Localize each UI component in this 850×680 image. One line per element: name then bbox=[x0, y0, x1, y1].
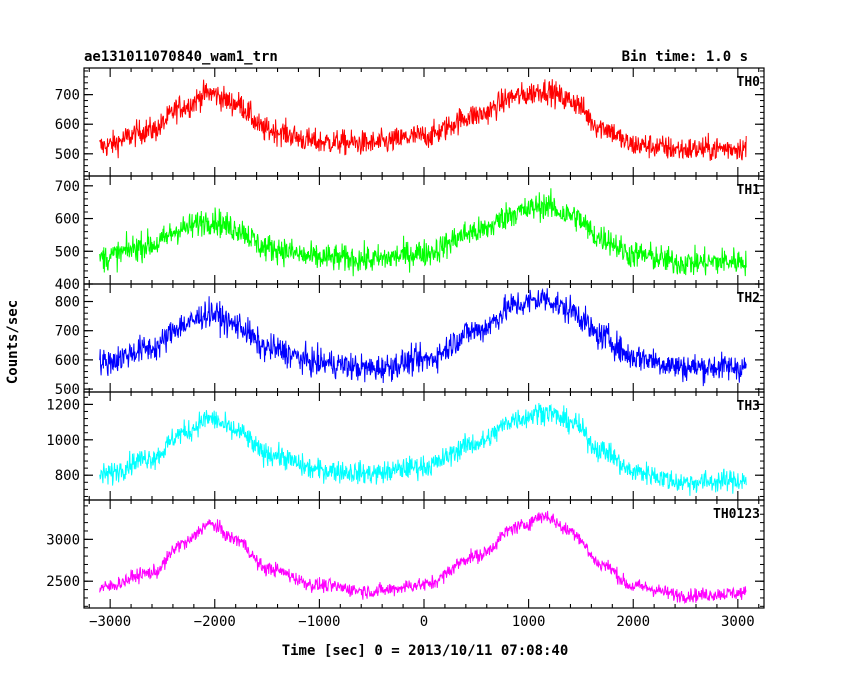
y-tick-label: 500 bbox=[55, 147, 80, 163]
y-tick-label: 500 bbox=[55, 382, 80, 398]
x-tick-label: −1000 bbox=[298, 614, 340, 630]
panel-th0123: 2500 3000 TH0123 bbox=[46, 499, 765, 609]
panel-frame bbox=[83, 67, 765, 177]
y-tick-label: 1000 bbox=[46, 433, 80, 449]
x-tick-label: 3000 bbox=[721, 614, 755, 630]
y-tick-label: 500 bbox=[55, 244, 80, 260]
x-tick-label: −2000 bbox=[194, 614, 236, 630]
x-axis-label: Time [sec] 0 = 2013/10/11 07:08:40 bbox=[282, 643, 569, 659]
panel-label: TH0 bbox=[737, 75, 761, 90]
bin-time-label: Bin time: 1.0 s bbox=[622, 49, 748, 65]
y-tick-label: 1200 bbox=[46, 397, 80, 413]
panel-th2: 500 600 700 800 TH2 bbox=[55, 283, 765, 398]
y-tick-label: 800 bbox=[55, 468, 80, 484]
y-tick-label: 700 bbox=[55, 179, 80, 195]
panel-th1: 400 500 600 700 TH1 bbox=[55, 175, 765, 293]
y-tick-label: 3000 bbox=[46, 532, 80, 548]
y-tick-label: 2500 bbox=[46, 574, 80, 590]
series-line-th0 bbox=[99, 79, 747, 161]
series-line-th3 bbox=[99, 402, 747, 496]
y-tick-label: 700 bbox=[55, 324, 80, 340]
x-tick-label: 1000 bbox=[512, 614, 546, 630]
y-tick-label: 700 bbox=[55, 88, 80, 104]
panel-frame bbox=[83, 283, 765, 393]
panel-label: TH0123 bbox=[713, 507, 760, 522]
chart-title: ae131011070840_wam1_trn bbox=[84, 49, 278, 65]
y-tick-label: 800 bbox=[55, 295, 80, 311]
panel-th0: 500 600 700 TH0 bbox=[55, 67, 765, 177]
y-tick-label: 600 bbox=[55, 212, 80, 228]
x-tick-label: −3000 bbox=[89, 614, 131, 630]
y-tick-label: 600 bbox=[55, 117, 80, 133]
y-tick-label: 600 bbox=[55, 353, 80, 369]
x-tick-label: 2000 bbox=[616, 614, 650, 630]
panel-th3: 800 1000 1200 TH3 bbox=[46, 391, 765, 501]
panel-label: TH3 bbox=[737, 399, 760, 414]
panel-label: TH1 bbox=[737, 183, 761, 198]
panels-group: 500 600 700 TH0 400 500 600 700 TH1 500 600 700 800 T… bbox=[46, 67, 765, 630]
y-tick-label: 400 bbox=[55, 277, 80, 293]
y-axis-label: Counts/sec bbox=[5, 300, 21, 384]
series-line-th2 bbox=[99, 287, 747, 387]
series-line-th0123 bbox=[99, 510, 747, 605]
x-tick-label: 0 bbox=[420, 614, 428, 630]
series-line-th1 bbox=[99, 188, 747, 277]
panel-label: TH2 bbox=[737, 291, 760, 306]
